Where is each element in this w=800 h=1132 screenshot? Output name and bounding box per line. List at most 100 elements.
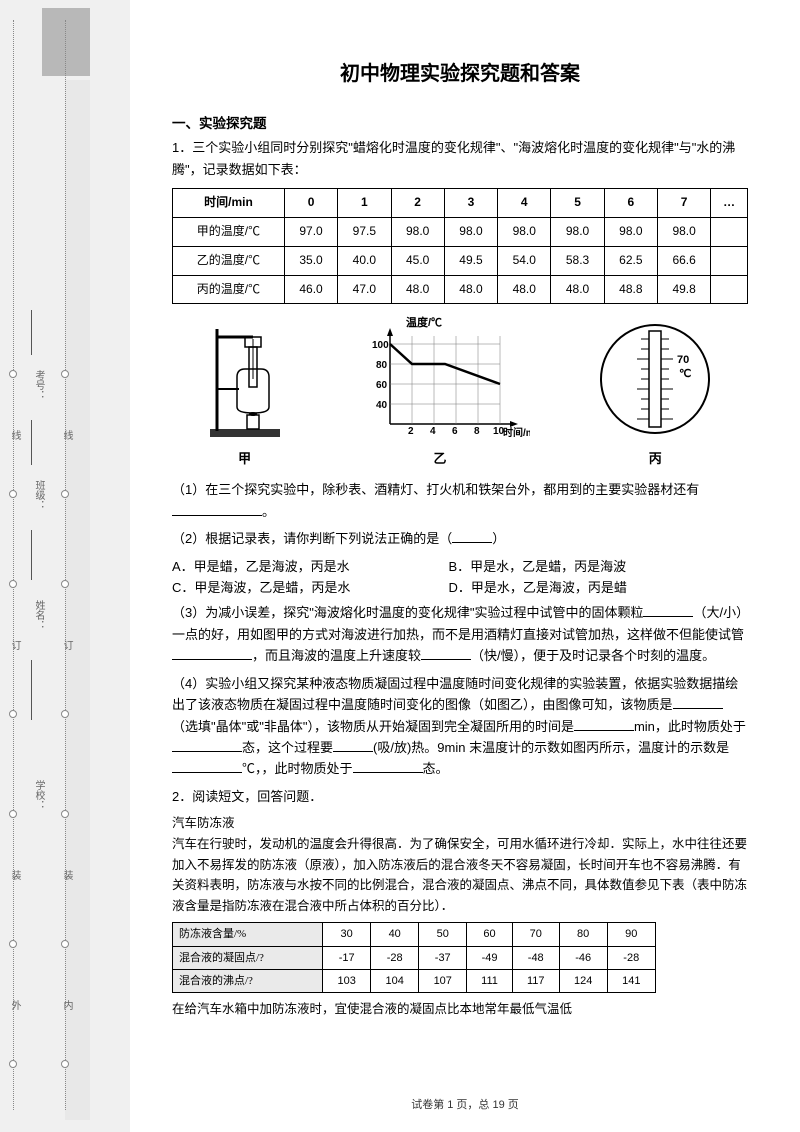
- circle-mark: [9, 810, 17, 818]
- svg-text:4: 4: [430, 426, 436, 437]
- blank: [172, 646, 252, 660]
- circle-mark: [61, 370, 69, 378]
- label-xian2: 线: [59, 430, 74, 440]
- label-ding: 订: [7, 640, 22, 650]
- svg-text:40: 40: [376, 400, 388, 411]
- label-outer: 外: [7, 1000, 22, 1010]
- blank: [643, 603, 693, 617]
- q1-p2-text: （2）根据记录表，请你判断下列说法正确的是（: [172, 531, 452, 546]
- p4a: （4）实验小组又探究某种液态物质凝固过程中温度随时间变化规律的实验装置，依据实验…: [172, 676, 738, 712]
- circle-mark: [61, 1060, 69, 1068]
- table-row: 时间/min01234567…: [173, 189, 748, 218]
- label-xian: 线: [7, 430, 22, 440]
- p4f: ℃，，此时物质处于: [242, 761, 353, 776]
- page-content: 初中物理实验探究题和答案 一、实验探究题 1．三个实验小组同时分别探究"蜡熔化时…: [130, 0, 800, 1132]
- blank: [421, 646, 471, 660]
- q2-tail: 在给汽车水箱中加防冻液时，宜使混合液的凝固点比本地常年最低气温低: [172, 999, 748, 1020]
- opt-c: C．甲是海波，乙是蜡，丙是水: [172, 577, 448, 598]
- blank: [172, 759, 242, 773]
- thermometer-icon: 70 ℃: [595, 319, 715, 441]
- figures-row: 甲 温度/℃ 10080 6040 24 68 10: [172, 316, 748, 469]
- label-zhuang2: 装: [59, 870, 74, 880]
- q1-intro: 1．三个实验小组同时分别探究"蜡熔化时温度的变化规律"、"海波熔化时温度的变化规…: [172, 137, 748, 180]
- apparatus-icon: [205, 319, 285, 441]
- table-row: 乙的温度/℃35.040.045.049.554.058.362.566.6: [173, 246, 748, 275]
- page-footer: 试卷第 1 页，总 19 页: [130, 1096, 800, 1114]
- circle-mark: [9, 370, 17, 378]
- fig-label-b: 乙: [350, 448, 530, 469]
- circle-mark: [61, 940, 69, 948]
- blank: [172, 738, 242, 752]
- svg-text:60: 60: [376, 380, 388, 391]
- label-class: 班级：: [31, 480, 46, 510]
- opt-a: A．甲是蜡，乙是海波，丙是水: [172, 556, 448, 577]
- blank: [172, 502, 262, 516]
- q2-num: 2．: [172, 789, 192, 804]
- label-zhuang: 装: [7, 870, 22, 880]
- p3a: （3）为减小误差，探究"海波熔化时温度的变化规律"实验过程中试管中的固体颗粒: [172, 605, 643, 620]
- q1-intro-text: 三个实验小组同时分别探究"蜡熔化时温度的变化规律"、"海波熔化时温度的变化规律"…: [172, 140, 735, 176]
- table-row: 混合液的凝固点/?-17-28-37-49-48-46-28: [173, 946, 656, 969]
- page-title: 初中物理实验探究题和答案: [172, 58, 748, 91]
- blank-class: [31, 420, 32, 465]
- label-inner: 内: [59, 1000, 74, 1010]
- circle-mark: [61, 710, 69, 718]
- circle-mark: [9, 940, 17, 948]
- q2-intro: 2．阅读短文，回答问题．: [172, 786, 748, 807]
- q1-options: A．甲是蜡，乙是海波，丙是水B．甲是水，乙是蜡，丙是海波 C．甲是海波，乙是蜡，…: [172, 556, 748, 599]
- fig-label-a: 甲: [205, 448, 285, 469]
- q1-p2: （2）根据记录表，请你判断下列说法正确的是（ ）: [172, 528, 748, 549]
- blank-name: [31, 530, 32, 580]
- circle-mark: [9, 580, 17, 588]
- opt-d: D．甲是水，乙是海波，丙是蜡: [448, 577, 724, 598]
- p4g: 态。: [423, 761, 449, 776]
- p4c: min，此时物质处于: [634, 719, 746, 734]
- q2-body: 汽车在行驶时，发动机的温度会升得很高．为了确保安全，可用水循环进行冷却．实际上，…: [172, 834, 748, 917]
- blank-id: [31, 310, 32, 355]
- table-row: 防冻液含量/%30405060708090: [173, 923, 656, 946]
- blank: [673, 695, 723, 709]
- label-name: 姓名：: [31, 600, 46, 630]
- svg-text:80: 80: [376, 360, 388, 371]
- blank: [452, 529, 492, 543]
- blank-school: [31, 660, 32, 720]
- q1-p1: （1）在三个探究实验中，除秒表、酒精灯、打火机和铁架台外，都用到的主要实验器材还…: [172, 479, 748, 522]
- opt-b: B．甲是水，乙是蜡，丙是海波: [448, 556, 724, 577]
- figure-apparatus: 甲: [205, 319, 285, 469]
- svg-text:℃: ℃: [679, 368, 691, 380]
- q2-subtitle: 汽车防冻液: [172, 813, 748, 834]
- label-ding2: 订: [59, 640, 74, 650]
- q1-p3: （3）为减小误差，探究"海波熔化时温度的变化规律"实验过程中试管中的固体颗粒（大…: [172, 602, 748, 666]
- circle-mark: [61, 490, 69, 498]
- q1-p2-end: ）: [492, 531, 505, 546]
- p3c: ，而且海波的温度上升速度较: [252, 648, 421, 663]
- q2-intro-text: 阅读短文，回答问题．: [192, 789, 322, 804]
- q1-p1-end: 。: [262, 504, 275, 519]
- q2-table: 防冻液含量/%30405060708090 混合液的凝固点/?-17-28-37…: [172, 922, 656, 992]
- binding-marks: 外 装 订 线 内 装 订 线 学校： 姓名： 班级： 考号：: [5, 0, 125, 1132]
- svg-text:100: 100: [372, 340, 389, 351]
- table-row: 甲的温度/℃97.097.598.098.098.098.098.098.0: [173, 217, 748, 246]
- circle-mark: [61, 580, 69, 588]
- chart-icon: 温度/℃ 10080 6040 24 68 10 时间/min: [350, 316, 530, 441]
- blank: [353, 759, 423, 773]
- p4e: (吸/放)热。9min 末温度计的示数如图丙所示，温度计的示数是: [373, 740, 729, 755]
- circle-mark: [9, 1060, 17, 1068]
- figure-thermometer: 70 ℃ 丙: [595, 319, 715, 469]
- fig-label-c: 丙: [595, 448, 715, 469]
- circle-mark: [9, 490, 17, 498]
- svg-text:8: 8: [474, 426, 480, 437]
- p4d: 态，这个过程要: [242, 740, 333, 755]
- label-school: 学校：: [31, 780, 46, 810]
- q1-table: 时间/min01234567… 甲的温度/℃97.097.598.098.098…: [172, 188, 748, 304]
- blank: [574, 717, 634, 731]
- blank: [333, 738, 373, 752]
- table-row: 混合液的沸点/?103104107111117124141: [173, 969, 656, 992]
- p3d: （快/慢），便于及时记录各个时刻的温度。: [471, 648, 715, 663]
- q1-p1-text: （1）在三个探究实验中，除秒表、酒精灯、打火机和铁架台外，都用到的主要实验器材还…: [172, 482, 699, 497]
- q1-p4: （4）实验小组又探究某种液态物质凝固过程中温度随时间变化规律的实验装置，依据实验…: [172, 673, 748, 780]
- svg-text:70: 70: [677, 354, 689, 366]
- section-title: 一、实验探究题: [172, 113, 748, 135]
- circle-mark: [9, 710, 17, 718]
- q1-num: 1．: [172, 140, 192, 155]
